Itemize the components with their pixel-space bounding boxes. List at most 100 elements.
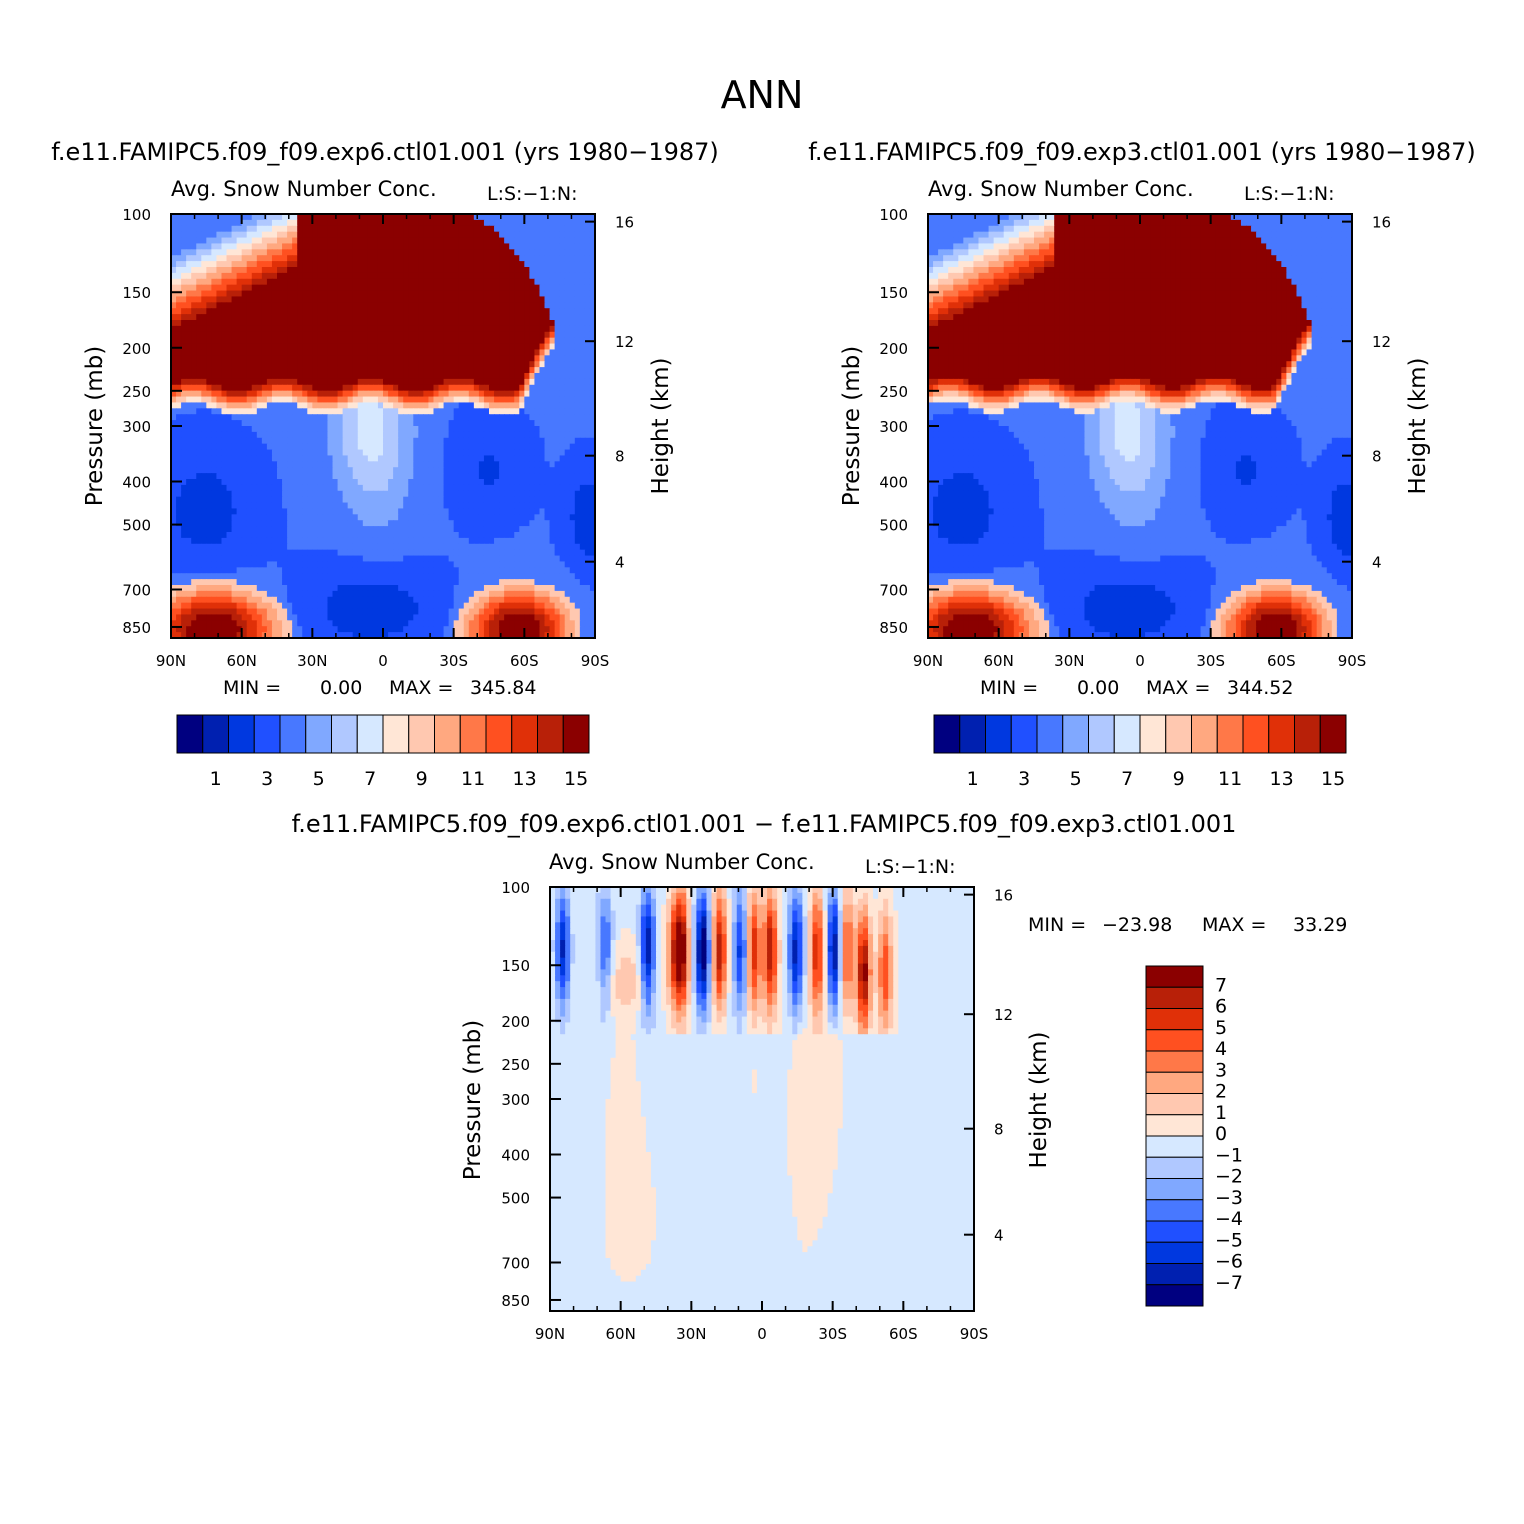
field-cell	[494, 491, 500, 497]
field-cell	[247, 379, 253, 385]
field-cell	[373, 220, 379, 226]
field-cell	[368, 497, 374, 503]
field-cell	[242, 556, 248, 562]
field-cell	[252, 414, 258, 420]
field-cell	[529, 308, 535, 314]
field-cell	[368, 273, 374, 279]
field-cell	[580, 438, 586, 444]
field-cell	[439, 444, 445, 450]
field-cell	[509, 338, 515, 344]
field-cell	[358, 420, 364, 426]
field-cell	[368, 402, 374, 408]
field-cell	[282, 550, 288, 556]
field-cell	[232, 338, 238, 344]
field-cell	[403, 279, 409, 285]
field-cell	[428, 243, 434, 249]
field-cell	[388, 332, 394, 338]
field-cell	[252, 344, 258, 350]
field-cell	[524, 326, 530, 332]
field-cell	[388, 444, 394, 450]
field-cell	[201, 497, 207, 503]
field-cell	[580, 344, 586, 350]
field-cell	[444, 255, 450, 261]
field-cell	[464, 514, 470, 520]
field-cell	[368, 349, 374, 355]
field-cell	[433, 220, 439, 226]
field-cell	[388, 414, 394, 420]
field-cell	[524, 255, 530, 261]
field-cell	[343, 461, 349, 467]
field-cell	[464, 473, 470, 479]
field-cell	[363, 326, 369, 332]
field-cell	[191, 285, 197, 291]
field-cell	[439, 338, 445, 344]
field-cell	[232, 438, 238, 444]
field-cell	[378, 291, 384, 297]
field-cell	[232, 479, 238, 485]
field-cell	[494, 344, 500, 350]
field-cell	[580, 426, 586, 432]
field-cell	[272, 302, 278, 308]
field-cell	[227, 279, 233, 285]
field-cell	[565, 267, 571, 273]
field-cell	[393, 243, 399, 249]
field-cell	[363, 420, 369, 426]
field-cell	[519, 426, 525, 432]
field-cell	[262, 532, 268, 538]
field-cell	[282, 285, 288, 291]
field-cell	[373, 397, 379, 403]
field-cell	[494, 538, 500, 544]
field-cell	[504, 314, 510, 320]
field-cell	[524, 238, 530, 244]
field-cell	[277, 520, 283, 526]
field-cell	[388, 520, 394, 526]
field-cell	[529, 379, 535, 385]
field-cell	[247, 520, 253, 526]
field-cell	[211, 249, 217, 255]
field-cell	[237, 385, 243, 391]
field-cell	[302, 361, 308, 367]
field-cell	[408, 550, 414, 556]
field-cell	[201, 302, 207, 308]
field-cell	[504, 220, 510, 226]
field-cell	[191, 232, 197, 238]
field-cell	[343, 544, 349, 550]
field-cell	[550, 373, 556, 379]
field-cell	[474, 279, 480, 285]
field-cell	[393, 320, 399, 326]
field-cell	[545, 249, 551, 255]
field-cell	[575, 391, 581, 397]
field-cell	[469, 308, 475, 314]
field-cell	[378, 232, 384, 238]
field-cell	[358, 402, 364, 408]
field-cell	[469, 526, 475, 532]
field-cell	[514, 338, 520, 344]
field-cell	[439, 402, 445, 408]
field-cell	[570, 450, 576, 456]
field-cell	[221, 455, 227, 461]
field-cell	[439, 291, 445, 297]
field-cell	[423, 226, 429, 232]
field-cell	[545, 491, 551, 497]
field-cell	[418, 320, 424, 326]
field-cell	[353, 385, 359, 391]
field-cell	[413, 349, 419, 355]
page-title: ANN	[721, 73, 804, 117]
field-cell	[338, 467, 344, 473]
field-cell	[297, 326, 303, 332]
field-cell	[519, 526, 525, 532]
field-cell	[237, 238, 243, 244]
field-cell	[449, 408, 455, 414]
field-cell	[232, 397, 238, 403]
field-cell	[312, 314, 318, 320]
field-cell	[550, 420, 556, 426]
field-cell	[519, 491, 525, 497]
field-cell	[388, 538, 394, 544]
field-cell	[433, 497, 439, 503]
field-cell	[555, 450, 561, 456]
field-cell	[353, 279, 359, 285]
field-cell	[368, 385, 374, 391]
field-cell	[413, 467, 419, 473]
field-cell	[494, 296, 500, 302]
field-cell	[252, 338, 258, 344]
